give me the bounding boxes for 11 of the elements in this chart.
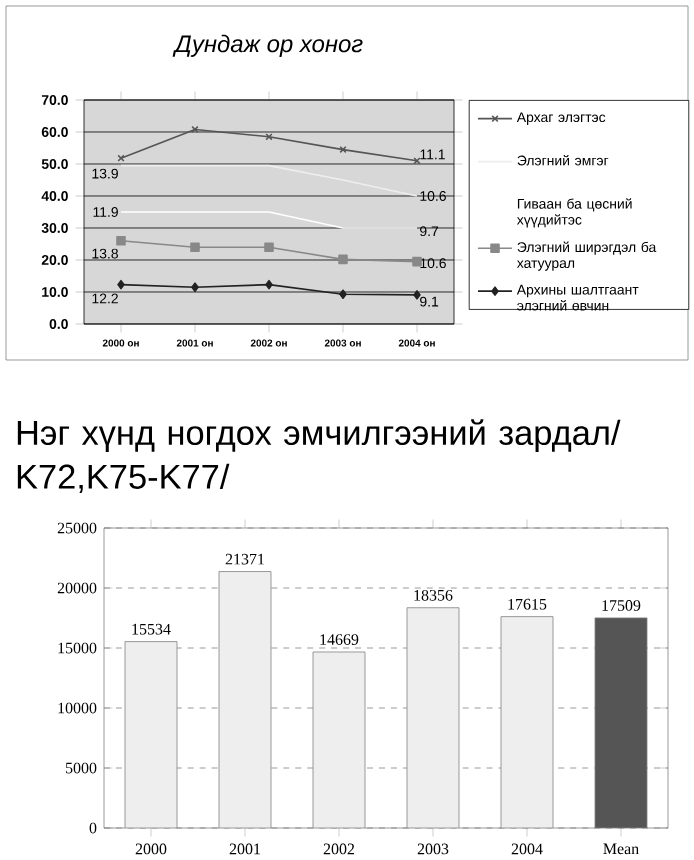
point — [339, 289, 347, 300]
chart-title: Дундаж ор хоног — [172, 34, 363, 57]
point — [117, 279, 125, 290]
point — [264, 242, 274, 252]
chart-title: Нэг хүнд ногдох эмчилгээний зардал/ K72,K75-K77/ — [17, 419, 621, 493]
point — [338, 254, 348, 265]
point — [191, 282, 199, 292]
point — [190, 242, 200, 252]
point — [413, 290, 421, 300]
point — [116, 236, 126, 246]
point — [265, 279, 273, 290]
